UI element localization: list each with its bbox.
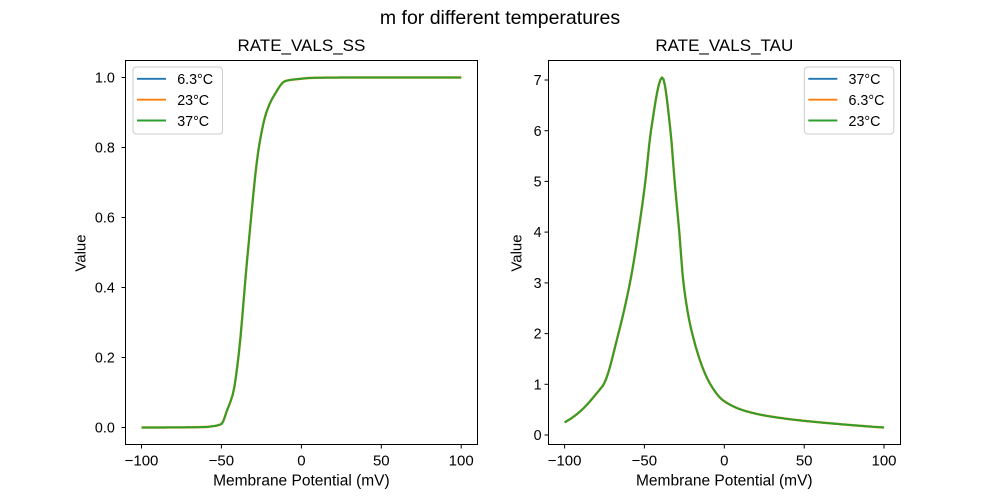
svg-text:6.3°C: 6.3°C — [177, 72, 213, 88]
svg-text:100: 100 — [449, 453, 474, 470]
svg-text:50: 50 — [796, 453, 813, 470]
svg-text:0.2: 0.2 — [95, 351, 115, 367]
svg-text:0.0: 0.0 — [95, 421, 115, 437]
svg-text:0: 0 — [720, 453, 728, 470]
svg-text:3: 3 — [534, 276, 542, 292]
svg-text:RATE_VALS_TAU: RATE_VALS_TAU — [655, 36, 793, 55]
svg-text:−50: −50 — [632, 453, 657, 470]
svg-text:0.8: 0.8 — [95, 141, 115, 157]
svg-text:m for different temperatures: m for different temperatures — [380, 7, 620, 29]
svg-text:37°C: 37°C — [849, 72, 881, 88]
svg-text:−100: −100 — [125, 453, 159, 470]
svg-text:RATE_VALS_SS: RATE_VALS_SS — [237, 36, 365, 55]
svg-text:−100: −100 — [548, 453, 582, 470]
svg-text:0: 0 — [534, 428, 542, 444]
svg-text:50: 50 — [373, 453, 390, 470]
svg-text:4: 4 — [534, 225, 542, 241]
svg-text:23°C: 23°C — [177, 93, 209, 109]
svg-text:0.6: 0.6 — [95, 211, 115, 227]
svg-text:1: 1 — [534, 377, 542, 393]
svg-text:Membrane Potential (mV): Membrane Potential (mV) — [636, 473, 813, 490]
svg-text:Value: Value — [509, 234, 526, 271]
svg-text:Value: Value — [72, 234, 89, 271]
svg-text:23°C: 23°C — [849, 114, 881, 130]
svg-text:100: 100 — [871, 453, 896, 470]
svg-text:−50: −50 — [209, 453, 234, 470]
svg-text:0: 0 — [297, 453, 305, 470]
svg-text:2: 2 — [534, 327, 542, 343]
svg-text:37°C: 37°C — [177, 114, 209, 130]
svg-text:0.4: 0.4 — [95, 281, 115, 297]
svg-text:6.3°C: 6.3°C — [849, 93, 885, 109]
svg-text:5: 5 — [534, 175, 542, 191]
svg-text:Membrane Potential (mV): Membrane Potential (mV) — [213, 473, 390, 490]
svg-text:6: 6 — [534, 124, 542, 140]
svg-text:1.0: 1.0 — [95, 71, 115, 87]
svg-text:7: 7 — [534, 73, 542, 89]
